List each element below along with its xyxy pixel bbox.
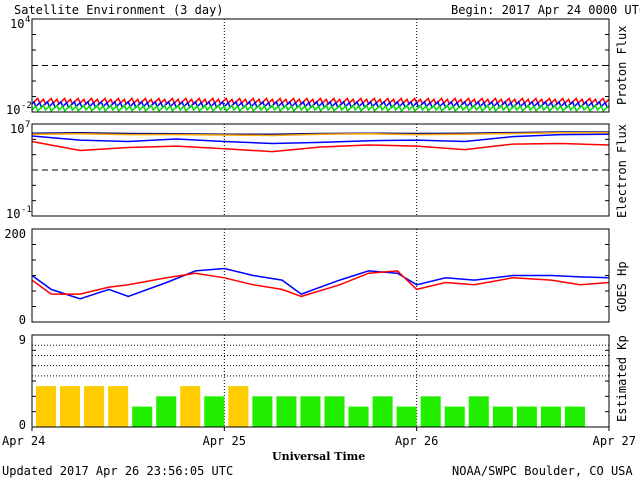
kp-bar [540,406,561,427]
electron-ytick-exp-top: 7 [25,120,30,130]
proton-ytick-label-top: 10 [10,17,24,31]
electron-ytick-label-bottom: 10 [6,207,20,221]
electron-ytick-exp-bottom: -1 [21,205,32,215]
kp-bar [468,396,489,427]
kp-bar [300,396,321,427]
kp-ytick-label-bottom: 0 [19,418,26,432]
kp-bar [420,396,441,427]
kp-bar [516,406,537,427]
kp-bar [396,406,417,427]
proton-series-line [31,104,610,113]
goes-hp-series-line [31,270,610,298]
x-axis-tick-label: Apr 24 [2,434,45,448]
proton-flux-label: Proton Flux [615,25,629,105]
proton-ytick-exp-top: 4 [25,15,30,25]
kp-bar [180,386,201,427]
updated-timestamp: Updated 2017 Apr 26 23:56:05 UTC [2,464,234,478]
proton-ytick-label-bottom: 10 [6,103,20,117]
electron-series-line [31,133,610,145]
kp-bar [348,406,369,427]
chart-title: Satellite Environment (3 day) [14,3,224,17]
kp-bar [228,386,249,427]
kp-bar [564,406,585,427]
x-axis-tick-label: Apr 26 [395,434,438,448]
x-axis-title: Universal Time [272,450,366,463]
kp-bar [36,386,57,427]
noaa-credit: NOAA/SWPC Boulder, CO USA [452,464,633,478]
kp-bar [60,386,81,427]
goes-hp-label: GOES Hp [615,261,629,312]
kp-bar [444,406,465,427]
x-axis-tick-label: Apr 27 [593,434,636,448]
kp-bar [204,396,225,427]
kp-bar [132,406,153,427]
goes-hp-series-line [31,267,610,300]
electron-series-line [31,131,610,137]
electron-series-line [31,140,610,153]
kp-bar [324,396,345,427]
kp-bar [84,386,105,427]
kp-bar [276,396,297,427]
x-axis-tick-label: Apr 25 [203,434,246,448]
kp-bar [108,386,129,427]
kp-bar [156,396,177,427]
kp-bar [372,396,393,427]
kp-bar [492,406,513,427]
estimated-kp-label: Estimated Kp [615,335,629,422]
proton-ytick-exp-bottom: -2 [21,101,32,111]
proton-series-line [31,100,610,109]
proton-series-line [31,97,610,106]
kp-bar [252,396,273,427]
begin-timestamp: Begin: 2017 Apr 24 0000 UTC [451,3,640,17]
electron-ytick-label-top: 10 [10,122,24,136]
goes-hp-ytick-label-bottom: 0 [19,313,26,327]
goes-hp-ytick-label-top: 200 [4,227,26,241]
electron-flux-label: Electron Flux [615,124,629,218]
kp-ytick-label-top: 9 [19,333,26,347]
